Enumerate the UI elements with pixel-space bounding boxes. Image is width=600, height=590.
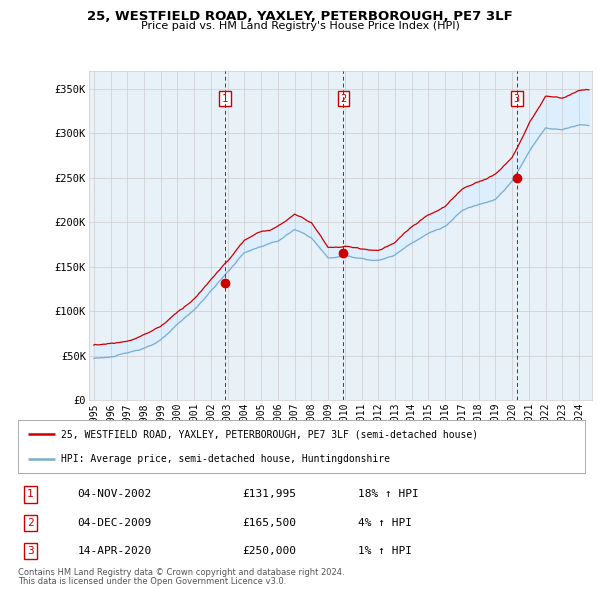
Text: £250,000: £250,000 bbox=[242, 546, 296, 556]
Text: 2: 2 bbox=[27, 518, 34, 527]
Text: 1: 1 bbox=[222, 94, 228, 104]
Text: 18% ↑ HPI: 18% ↑ HPI bbox=[358, 490, 419, 499]
Text: HPI: Average price, semi-detached house, Huntingdonshire: HPI: Average price, semi-detached house,… bbox=[61, 454, 389, 464]
Text: 2: 2 bbox=[340, 94, 347, 104]
Text: 04-NOV-2002: 04-NOV-2002 bbox=[77, 490, 152, 499]
Text: 25, WESTFIELD ROAD, YAXLEY, PETERBOROUGH, PE7 3LF: 25, WESTFIELD ROAD, YAXLEY, PETERBOROUGH… bbox=[87, 10, 513, 23]
Text: Price paid vs. HM Land Registry's House Price Index (HPI): Price paid vs. HM Land Registry's House … bbox=[140, 21, 460, 31]
Text: 4% ↑ HPI: 4% ↑ HPI bbox=[358, 518, 412, 527]
Text: £165,500: £165,500 bbox=[242, 518, 296, 527]
Text: 25, WESTFIELD ROAD, YAXLEY, PETERBOROUGH, PE7 3LF (semi-detached house): 25, WESTFIELD ROAD, YAXLEY, PETERBOROUGH… bbox=[61, 430, 478, 440]
Text: 3: 3 bbox=[27, 546, 34, 556]
Text: £131,995: £131,995 bbox=[242, 490, 296, 499]
Text: 1: 1 bbox=[27, 490, 34, 499]
Text: This data is licensed under the Open Government Licence v3.0.: This data is licensed under the Open Gov… bbox=[18, 577, 286, 586]
Text: 1% ↑ HPI: 1% ↑ HPI bbox=[358, 546, 412, 556]
Text: 04-DEC-2009: 04-DEC-2009 bbox=[77, 518, 152, 527]
Text: Contains HM Land Registry data © Crown copyright and database right 2024.: Contains HM Land Registry data © Crown c… bbox=[18, 568, 344, 576]
Text: 14-APR-2020: 14-APR-2020 bbox=[77, 546, 152, 556]
Text: 3: 3 bbox=[514, 94, 520, 104]
